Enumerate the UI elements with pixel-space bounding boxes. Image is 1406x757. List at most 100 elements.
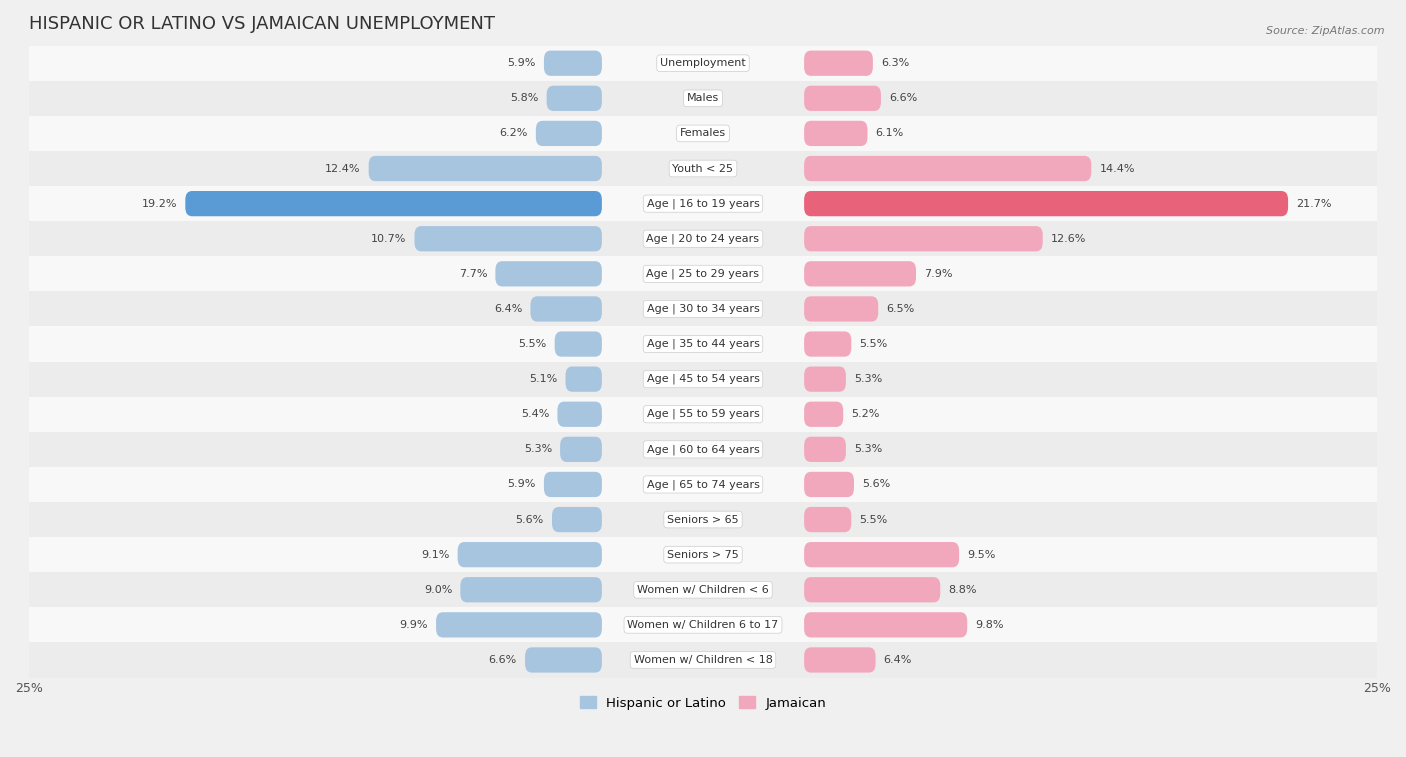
Text: Age | 16 to 19 years: Age | 16 to 19 years — [647, 198, 759, 209]
FancyBboxPatch shape — [436, 612, 602, 637]
FancyBboxPatch shape — [415, 226, 602, 251]
Text: 12.4%: 12.4% — [325, 164, 360, 173]
FancyBboxPatch shape — [530, 296, 602, 322]
Text: Males: Males — [688, 93, 718, 103]
Text: Youth < 25: Youth < 25 — [672, 164, 734, 173]
Bar — [30, 257, 1376, 291]
Text: Unemployment: Unemployment — [661, 58, 745, 68]
FancyBboxPatch shape — [804, 261, 915, 286]
FancyBboxPatch shape — [460, 577, 602, 603]
Bar — [30, 537, 1376, 572]
Text: 5.3%: 5.3% — [853, 374, 882, 384]
FancyBboxPatch shape — [565, 366, 602, 392]
Text: 9.8%: 9.8% — [976, 620, 1004, 630]
Text: 6.4%: 6.4% — [494, 304, 523, 314]
FancyBboxPatch shape — [186, 191, 602, 217]
FancyBboxPatch shape — [368, 156, 602, 181]
FancyBboxPatch shape — [557, 402, 602, 427]
Bar — [30, 397, 1376, 431]
FancyBboxPatch shape — [804, 402, 844, 427]
Text: 6.6%: 6.6% — [489, 655, 517, 665]
FancyBboxPatch shape — [544, 472, 602, 497]
Bar — [30, 151, 1376, 186]
Text: 5.5%: 5.5% — [519, 339, 547, 349]
Text: Females: Females — [681, 129, 725, 139]
Bar — [30, 45, 1376, 81]
FancyBboxPatch shape — [804, 542, 959, 567]
Text: 5.3%: 5.3% — [853, 444, 882, 454]
FancyBboxPatch shape — [804, 507, 851, 532]
Text: 5.6%: 5.6% — [516, 515, 544, 525]
Text: 9.5%: 9.5% — [967, 550, 995, 559]
Text: 5.6%: 5.6% — [862, 479, 890, 490]
Bar — [30, 643, 1376, 678]
FancyBboxPatch shape — [536, 121, 602, 146]
Text: Women w/ Children 6 to 17: Women w/ Children 6 to 17 — [627, 620, 779, 630]
FancyBboxPatch shape — [524, 647, 602, 673]
Bar — [30, 221, 1376, 257]
Bar — [30, 81, 1376, 116]
Text: 7.9%: 7.9% — [924, 269, 953, 279]
Text: 6.6%: 6.6% — [889, 93, 917, 103]
Text: 9.0%: 9.0% — [423, 584, 453, 595]
Text: 5.9%: 5.9% — [508, 58, 536, 68]
Text: 19.2%: 19.2% — [142, 198, 177, 209]
Text: 5.9%: 5.9% — [508, 479, 536, 490]
FancyBboxPatch shape — [804, 366, 846, 392]
Text: Age | 60 to 64 years: Age | 60 to 64 years — [647, 444, 759, 455]
Text: 9.1%: 9.1% — [422, 550, 450, 559]
FancyBboxPatch shape — [547, 86, 602, 111]
Text: 8.8%: 8.8% — [949, 584, 977, 595]
Text: 5.8%: 5.8% — [510, 93, 538, 103]
FancyBboxPatch shape — [804, 612, 967, 637]
FancyBboxPatch shape — [804, 577, 941, 603]
FancyBboxPatch shape — [804, 296, 879, 322]
Text: 7.7%: 7.7% — [458, 269, 488, 279]
Text: 5.1%: 5.1% — [529, 374, 557, 384]
Text: 6.4%: 6.4% — [883, 655, 912, 665]
Bar — [30, 467, 1376, 502]
Text: 5.3%: 5.3% — [524, 444, 553, 454]
Text: 6.2%: 6.2% — [499, 129, 527, 139]
Text: 6.5%: 6.5% — [886, 304, 914, 314]
Text: Seniors > 65: Seniors > 65 — [668, 515, 738, 525]
Bar — [30, 362, 1376, 397]
Text: 12.6%: 12.6% — [1050, 234, 1087, 244]
Bar — [30, 116, 1376, 151]
Text: Age | 25 to 29 years: Age | 25 to 29 years — [647, 269, 759, 279]
Text: 10.7%: 10.7% — [371, 234, 406, 244]
FancyBboxPatch shape — [804, 121, 868, 146]
Text: Age | 30 to 34 years: Age | 30 to 34 years — [647, 304, 759, 314]
Text: 6.1%: 6.1% — [876, 129, 904, 139]
Text: Age | 45 to 54 years: Age | 45 to 54 years — [647, 374, 759, 385]
Text: 5.2%: 5.2% — [851, 410, 880, 419]
FancyBboxPatch shape — [804, 472, 853, 497]
Bar — [30, 291, 1376, 326]
FancyBboxPatch shape — [804, 156, 1091, 181]
FancyBboxPatch shape — [457, 542, 602, 567]
FancyBboxPatch shape — [804, 437, 846, 462]
FancyBboxPatch shape — [804, 191, 1288, 217]
Text: 14.4%: 14.4% — [1099, 164, 1135, 173]
Text: Age | 55 to 59 years: Age | 55 to 59 years — [647, 409, 759, 419]
Text: 5.5%: 5.5% — [859, 339, 887, 349]
Bar — [30, 607, 1376, 643]
FancyBboxPatch shape — [804, 51, 873, 76]
Text: 5.4%: 5.4% — [522, 410, 550, 419]
Text: Women w/ Children < 18: Women w/ Children < 18 — [634, 655, 772, 665]
FancyBboxPatch shape — [804, 647, 876, 673]
Text: HISPANIC OR LATINO VS JAMAICAN UNEMPLOYMENT: HISPANIC OR LATINO VS JAMAICAN UNEMPLOYM… — [30, 15, 495, 33]
Bar — [30, 502, 1376, 537]
Bar — [30, 431, 1376, 467]
FancyBboxPatch shape — [560, 437, 602, 462]
Text: Seniors > 75: Seniors > 75 — [666, 550, 740, 559]
Text: 21.7%: 21.7% — [1296, 198, 1331, 209]
Bar — [30, 186, 1376, 221]
FancyBboxPatch shape — [544, 51, 602, 76]
FancyBboxPatch shape — [555, 332, 602, 357]
Text: Age | 20 to 24 years: Age | 20 to 24 years — [647, 233, 759, 244]
Text: Age | 35 to 44 years: Age | 35 to 44 years — [647, 339, 759, 349]
Text: 9.9%: 9.9% — [399, 620, 427, 630]
FancyBboxPatch shape — [804, 332, 851, 357]
Text: Source: ZipAtlas.com: Source: ZipAtlas.com — [1267, 26, 1385, 36]
